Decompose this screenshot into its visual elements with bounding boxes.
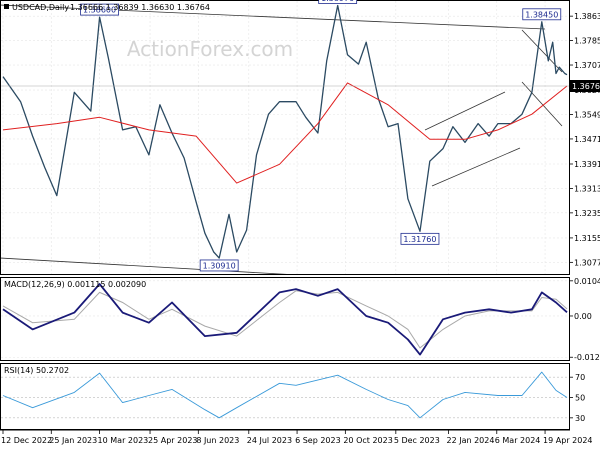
- rsi-grid: [1, 376, 569, 419]
- symbol-label: USDCAD,Daily: [12, 3, 69, 12]
- price-tick-label: 1.38630: [574, 12, 600, 21]
- macd-grid: [1, 280, 569, 358]
- price-series: [2, 4, 568, 259]
- price-tick-label: 1.33910: [574, 160, 600, 169]
- x-tick-label: 19 Apr 2024: [543, 436, 592, 445]
- price-tick-label: 1.37070: [574, 61, 600, 70]
- price-tick-label: 1.37850: [574, 37, 600, 46]
- price-annotation-label: 1.38970: [321, 0, 354, 3]
- rsi-series: [2, 371, 568, 419]
- price-annotation-label: 1.31760: [403, 235, 436, 244]
- macd-label: MACD(12,26,9) 0.001115 0.002090: [4, 280, 146, 289]
- price-annotation-box: [400, 232, 440, 245]
- current-price-label: 1.36764: [572, 82, 600, 91]
- falling-line-lower: [521, 81, 563, 127]
- moving-average-line: [2, 82, 568, 184]
- price-tick-label: 1.32350: [574, 209, 600, 218]
- macd-tick-label: 0.010457: [574, 277, 600, 286]
- rsi-tick-label: 70: [575, 373, 585, 382]
- price-tick-label: 1.35490: [574, 111, 600, 120]
- price-panel: [0, 0, 570, 275]
- x-tick-label: 6 Sep 2023: [295, 436, 341, 445]
- price-y-axis: 1.386301.378501.370701.362701.354901.347…: [569, 12, 600, 267]
- macd-series: [2, 283, 568, 356]
- x-tick-label: 22 Jan 2024: [446, 436, 494, 445]
- x-tick-label: 25 Jan 2023: [49, 436, 97, 445]
- price-annotation-box: [318, 0, 358, 4]
- price-annotation-box: [522, 8, 562, 21]
- price-tick-label: 1.33130: [574, 184, 600, 193]
- macd-y-axis: 0.010457 0.00 -0.012276: [569, 277, 600, 362]
- x-tick-label: 5 Dec 2023: [394, 436, 440, 445]
- chart-header: USDCAD,Daily 1.36666 1.36839 1.36630 1.3…: [4, 3, 210, 12]
- price-grid: [1, 1, 569, 274]
- price-annotations: 1.38600 1.38970 1.31760 1.38450 1.30910: [80, 0, 562, 272]
- macd-tick-label: 0.00: [574, 312, 592, 321]
- rsi-panel: [0, 363, 570, 430]
- macd-panel: [0, 277, 570, 361]
- rsi-label: RSI(14) 50.2702: [4, 366, 69, 375]
- x-tick-label: 20 Oct 2023: [343, 436, 392, 445]
- ohlc-label: 1.36666 1.36839 1.36630 1.36764: [70, 3, 210, 12]
- price-annotation-box: [80, 3, 119, 16]
- price-annotation-box: [199, 259, 239, 272]
- price-annotation-label: 1.30910: [203, 261, 236, 270]
- macd-line: [2, 283, 568, 356]
- x-tick-label: 24 Jul 2023: [247, 436, 292, 445]
- x-tick-label: 12 Dec 2022: [1, 436, 52, 445]
- price-annotation-label: 1.38600: [83, 6, 116, 15]
- rsi-tick-label: 30: [575, 414, 585, 423]
- price-tick-label: 1.30770: [574, 258, 600, 267]
- macd-signal-line: [2, 290, 568, 349]
- macd-tick-label: -0.012276: [574, 353, 600, 362]
- x-tick-label: 10 Mar 2023: [98, 436, 149, 445]
- price-annotation-label: 1.38450: [525, 10, 558, 19]
- channel-lower-line: [431, 147, 521, 187]
- rsi-line: [2, 371, 568, 419]
- current-price-marker: 1.36764: [1, 80, 600, 92]
- price-tick-label: 1.34710: [574, 135, 600, 144]
- x-tick-label: 25 Apr 2023: [148, 436, 197, 445]
- watermark: ActionForex.com: [127, 37, 293, 61]
- x-tick-label: 8 Jun 2023: [196, 436, 239, 445]
- x-tick-label: 6 Mar 2024: [495, 436, 541, 445]
- lower-wedge-line: [1, 257, 288, 274]
- rsi-tick-label: 50: [575, 394, 585, 403]
- price-tick-label: 1.31550: [574, 234, 600, 243]
- rsi-y-axis: 70 50 30: [569, 373, 585, 423]
- symbol-icon: [4, 4, 9, 9]
- channel-upper-line: [424, 91, 506, 131]
